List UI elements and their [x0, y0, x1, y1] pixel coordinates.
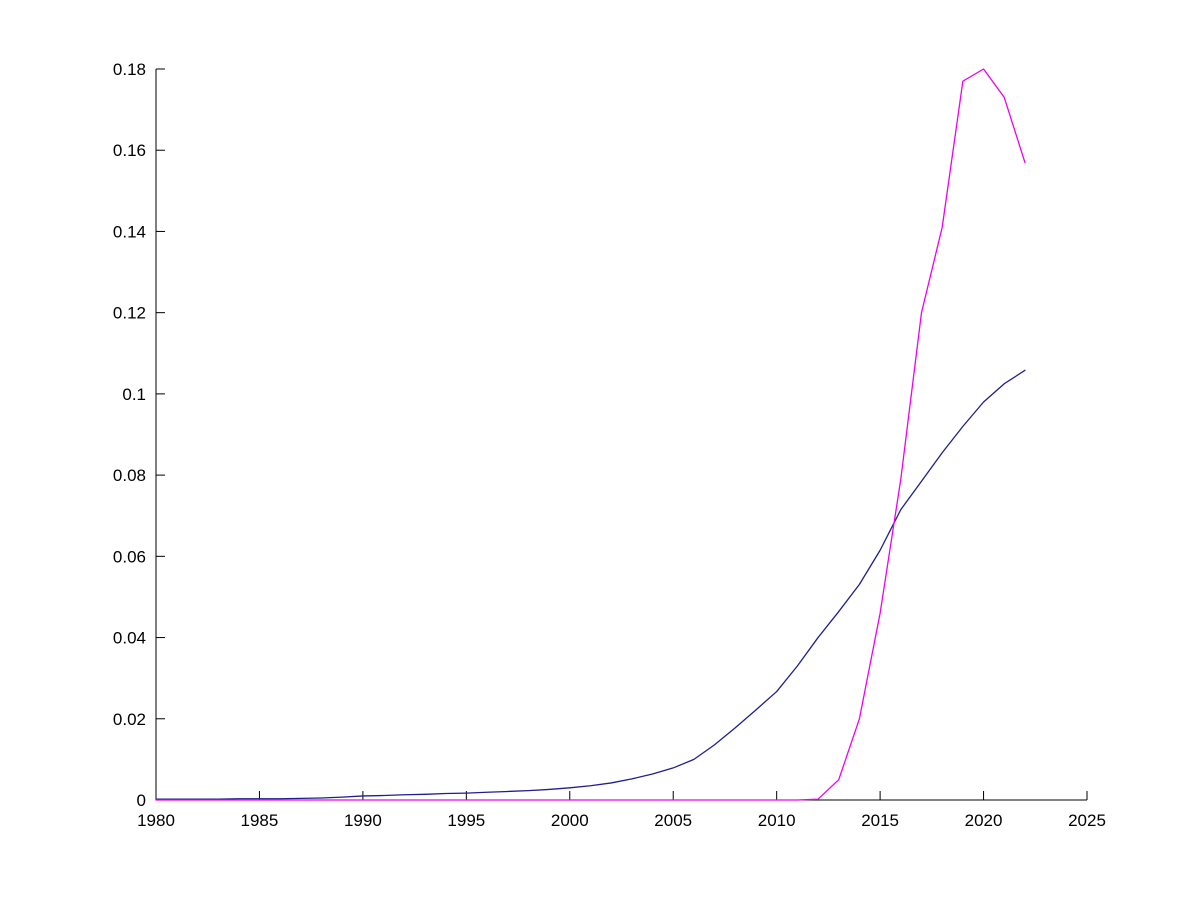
y-tick-label: 0.16 [113, 141, 146, 160]
y-tick-label: 0.08 [113, 466, 146, 485]
x-tick-label: 1985 [241, 811, 279, 830]
x-tick-label: 2015 [861, 811, 899, 830]
x-tick-label: 2025 [1068, 811, 1106, 830]
x-tick-label: 1990 [344, 811, 382, 830]
x-tick-label: 2010 [758, 811, 796, 830]
series-magenta-line [155, 68, 1026, 801]
y-tick-label: 0.06 [113, 547, 146, 566]
y-tick-label: 0.14 [113, 222, 146, 241]
y-tick-label: 0.04 [113, 629, 146, 648]
x-tick-label: 2020 [965, 811, 1003, 830]
x-tick-label: 2000 [551, 811, 589, 830]
y-tick-label: 0.12 [113, 304, 146, 323]
y-tick-label: 0.1 [122, 385, 146, 404]
y-tick-label: 0 [137, 791, 146, 810]
x-tick-label: 2005 [654, 811, 692, 830]
series-navy-line [155, 369, 1026, 800]
x-tick-label: 1980 [137, 811, 175, 830]
y-tick-label: 0.02 [113, 710, 146, 729]
x-tick-label: 1995 [447, 811, 485, 830]
y-tick-label: 0.18 [113, 60, 146, 79]
